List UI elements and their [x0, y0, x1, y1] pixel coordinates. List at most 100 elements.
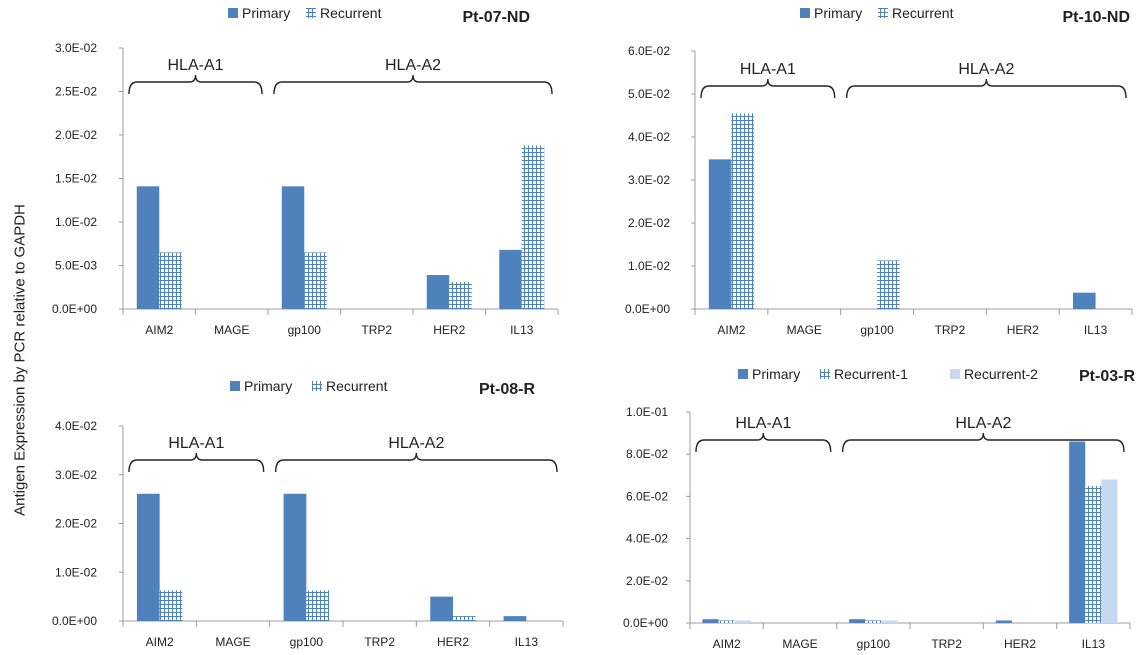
- x-tick-label: TRP2: [364, 635, 395, 649]
- legend-swatch: [230, 381, 240, 391]
- group-bracket: [128, 74, 263, 95]
- bar-recurrent-gp100: [304, 252, 327, 309]
- group-bracket: [845, 78, 1127, 99]
- bar-recurrent-1-il13: [1085, 485, 1102, 623]
- bar-primary-il13: [1069, 441, 1086, 623]
- bar-recurrent-her2: [453, 616, 476, 621]
- x-tick-label: gp100: [860, 323, 894, 337]
- legend-swatch: [228, 8, 238, 18]
- legend-swatch: [878, 8, 888, 18]
- y-tick-label: 1.5E-02: [55, 172, 97, 186]
- x-tick-label: MAGE: [214, 323, 249, 337]
- group-bracket: [128, 452, 265, 473]
- x-tick-label: HER2: [437, 635, 469, 649]
- y-tick-label: 3.0E-02: [55, 41, 97, 55]
- x-tick-label: gp100: [290, 635, 324, 649]
- x-tick-label: TRP2: [361, 323, 392, 337]
- bar-primary-il13: [503, 616, 527, 621]
- x-tick-label: AIM2: [717, 323, 745, 337]
- bar-recurrent-aim2: [731, 113, 754, 309]
- x-tick-label: HER2: [433, 323, 465, 337]
- y-tick-label: 5.0E-02: [628, 87, 670, 101]
- y-tick-label: 5.0E-03: [55, 259, 97, 273]
- y-tick-label: 8.0E-02: [626, 447, 668, 461]
- chart-title: Pt-07-ND: [462, 9, 530, 26]
- x-tick-label: TRP2: [931, 637, 962, 651]
- bar-primary-her2: [995, 620, 1012, 623]
- y-tick-label: 0.0E+00: [52, 614, 97, 628]
- bar-recurrent-2-gp100: [881, 620, 898, 623]
- y-tick-label: 3.0E-02: [55, 468, 97, 482]
- bar-primary-aim2: [136, 186, 160, 309]
- chart-title: Pt-03-R: [1079, 368, 1135, 385]
- x-tick-label: IL13: [1084, 323, 1108, 337]
- chart-title: Pt-10-ND: [1062, 9, 1130, 26]
- bar-primary-aim2: [702, 619, 719, 623]
- x-tick-label: MAGE: [782, 637, 817, 651]
- bar-recurrent-aim2: [159, 590, 183, 621]
- x-tick-label: MAGE: [215, 635, 250, 649]
- bar-recurrent-her2: [449, 282, 472, 309]
- legend-swatch: [820, 369, 830, 379]
- group-label: HLA-A1: [740, 61, 796, 78]
- y-tick-label: 1.0E-02: [628, 259, 670, 273]
- y-tick-label: 1.0E-01: [626, 405, 668, 419]
- group-label: HLA-A1: [167, 57, 223, 74]
- y-tick-label: 6.0E-02: [626, 489, 668, 503]
- legend-swatch: [800, 8, 810, 18]
- y-tick-label: 6.0E-02: [628, 44, 670, 58]
- x-tick-label: IL13: [510, 323, 534, 337]
- bar-recurrent-2-aim2: [734, 620, 751, 623]
- group-label: HLA-A2: [388, 435, 444, 452]
- legend-entry: Primary: [814, 5, 862, 21]
- y-tick-label: 2.5E-02: [55, 85, 97, 99]
- bar-primary-her2: [426, 275, 450, 309]
- group-label: HLA-A2: [958, 61, 1014, 78]
- y-tick-label: 0.0E+00: [52, 302, 97, 316]
- x-tick-label: AIM2: [145, 323, 173, 337]
- legend-entry: Recurrent: [326, 378, 388, 394]
- y-tick-label: 1.0E-02: [55, 565, 97, 579]
- bar-primary-gp100: [849, 619, 866, 623]
- group-label: HLA-A1: [735, 415, 791, 432]
- x-tick-label: AIM2: [146, 635, 174, 649]
- chart-title: Pt-08-R: [479, 381, 535, 398]
- y-tick-label: 0.0E+00: [625, 302, 670, 316]
- legend-entry: Recurrent: [892, 5, 954, 21]
- y-tick-label: 2.0E-02: [626, 574, 668, 588]
- x-tick-label: gp100: [288, 323, 322, 337]
- x-tick-label: MAGE: [787, 323, 822, 337]
- bar-recurrent-1-gp100: [865, 620, 882, 623]
- bar-recurrent-il13: [521, 145, 545, 309]
- bar-recurrent-gp100: [877, 260, 900, 309]
- legend-swatch: [306, 8, 316, 18]
- legend-entry: Recurrent-2: [964, 366, 1038, 382]
- bar-primary-gp100: [281, 186, 305, 309]
- legend-entry: Primary: [752, 366, 800, 382]
- y-tick-label: 1.0E-02: [55, 215, 97, 229]
- y-tick-label: 3.0E-02: [628, 173, 670, 187]
- x-tick-label: IL13: [1082, 637, 1106, 651]
- y-tick-label: 0.0E+00: [623, 616, 668, 630]
- x-tick-label: TRP2: [935, 323, 966, 337]
- x-tick-label: HER2: [1007, 323, 1039, 337]
- legend-swatch: [950, 369, 960, 379]
- bar-primary-her2: [430, 596, 453, 621]
- group-bracket: [274, 452, 558, 473]
- bar-recurrent-aim2: [159, 252, 182, 309]
- legend-swatch: [738, 369, 748, 379]
- chart-panel-2: 0.0E+00 1.0E-02 2.0E-02 3.0E-02 4.0E-02 AIM2 M…: [52, 378, 564, 649]
- x-tick-label: IL13: [515, 635, 539, 649]
- chart-panel-0: 0.0E+00 5.0E-03 1.0E-02 1.5E-02 2.0E-02 2.5E-…: [52, 5, 559, 337]
- bar-primary-gp100: [283, 493, 307, 621]
- y-tick-label: 2.0E-02: [628, 216, 670, 230]
- legend-entry: Recurrent-1: [834, 366, 908, 382]
- bar-primary-aim2: [708, 159, 732, 309]
- y-tick-label: 2.0E-02: [55, 128, 97, 142]
- group-label: HLA-A2: [955, 415, 1011, 432]
- group-label: HLA-A2: [385, 57, 441, 74]
- group-label: HLA-A1: [168, 435, 224, 452]
- legend-entry: Primary: [244, 378, 292, 394]
